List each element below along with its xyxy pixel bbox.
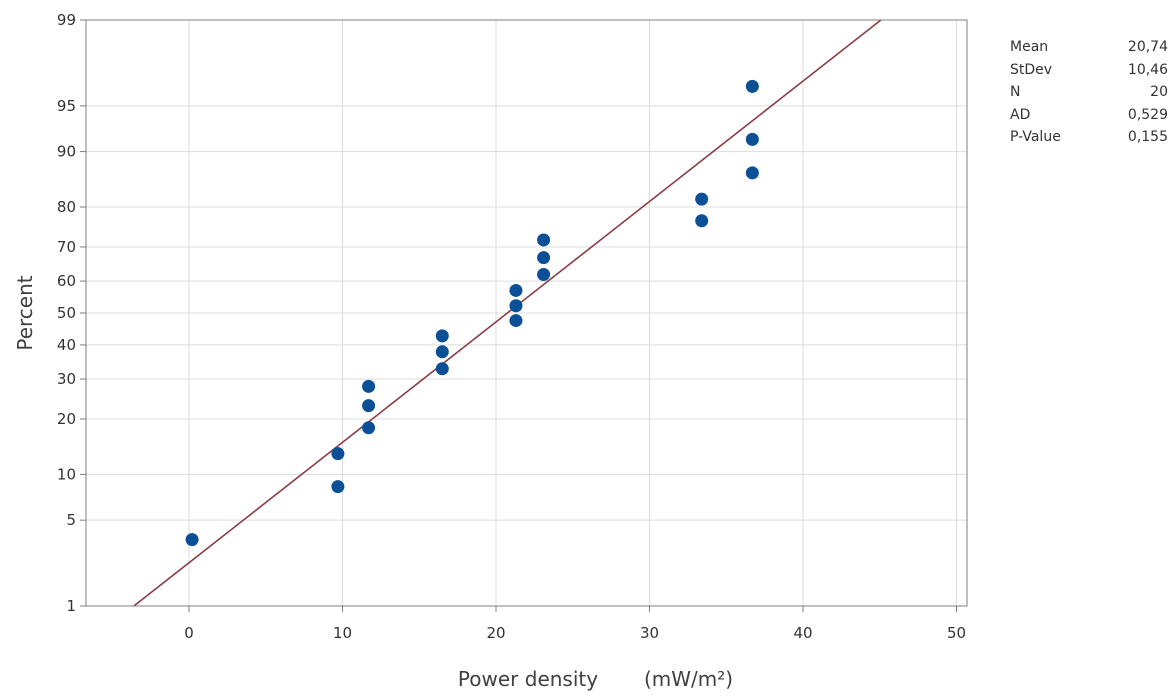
- y-tick-label: 5: [66, 511, 76, 529]
- stat-label: P-Value: [1010, 129, 1061, 145]
- y-tick-label: 60: [57, 272, 76, 290]
- data-point: [435, 345, 449, 359]
- stat-value: 0,155: [1127, 129, 1168, 145]
- data-point: [509, 299, 523, 313]
- y-tick-label: 40: [57, 336, 76, 354]
- data-point: [331, 480, 345, 494]
- data-point: [435, 329, 449, 343]
- y-tick-label: 70: [57, 238, 76, 256]
- data-point: [537, 233, 551, 247]
- y-axis-title: Percent: [13, 275, 37, 350]
- x-ticks: 0 10 20 30 40 50: [184, 606, 966, 642]
- x-tick-label: 50: [947, 624, 966, 642]
- y-tick-label: 20: [57, 410, 76, 428]
- stat-value: 0,529: [1127, 106, 1168, 123]
- y-tick-label: 10: [57, 465, 76, 483]
- y-tick-label: 99: [57, 11, 76, 29]
- data-point: [537, 251, 551, 265]
- x-tick-label: 30: [640, 624, 659, 642]
- data-point: [362, 379, 376, 393]
- stat-label: N: [1010, 84, 1021, 100]
- y-ticks: 1 5 10 20 30 40 50 60 70 80 90 95 99: [57, 11, 86, 615]
- y-tick-label: 1: [66, 597, 76, 615]
- fit-line: [133, 19, 882, 607]
- y-tick-label: 80: [57, 198, 76, 216]
- data-point: [331, 447, 345, 461]
- data-point: [362, 421, 376, 435]
- data-point: [509, 314, 523, 328]
- x-tick-label: 10: [333, 624, 352, 642]
- data-point: [695, 192, 709, 206]
- data-point: [745, 166, 759, 180]
- stat-row: N 20: [1010, 81, 1168, 104]
- data-point: [537, 268, 551, 282]
- data-points: [185, 79, 759, 547]
- y-tick-label: 30: [57, 370, 76, 388]
- stat-label: Mean: [1010, 39, 1049, 55]
- data-point: [362, 399, 376, 413]
- x-tick-label: 20: [486, 624, 505, 642]
- y-tick-label: 50: [57, 304, 76, 322]
- stat-label: AD: [1010, 106, 1031, 123]
- x-tick-label: 40: [793, 624, 812, 642]
- stat-value: 10,46: [1127, 61, 1168, 78]
- summary-stats: Mean 20,74 StDev 10,46 N 20 AD 0,529 P-Value 0,15…: [1010, 36, 1168, 149]
- stat-row: StDev 10,46: [1010, 59, 1168, 82]
- y-tick-label: 95: [57, 97, 76, 115]
- x-axis-unit: (mW/m²): [644, 667, 733, 691]
- data-point: [509, 283, 523, 297]
- data-point: [435, 362, 449, 376]
- stat-value: 20: [1150, 84, 1168, 100]
- y-tick-label: 90: [57, 143, 76, 161]
- data-point: [745, 79, 759, 93]
- x-axis-title: Power density: [458, 667, 598, 691]
- fit-line-group: [133, 19, 882, 607]
- data-point: [695, 214, 709, 228]
- stat-value: 20,74: [1127, 39, 1168, 55]
- stat-row: Mean 20,74: [1010, 36, 1168, 59]
- data-point: [745, 132, 759, 146]
- x-tick-label: 0: [184, 624, 194, 642]
- stat-label: StDev: [1010, 61, 1053, 78]
- data-point: [185, 533, 199, 547]
- stat-row: P-Value 0,155: [1010, 126, 1168, 149]
- stat-row: AD 0,529: [1010, 104, 1168, 127]
